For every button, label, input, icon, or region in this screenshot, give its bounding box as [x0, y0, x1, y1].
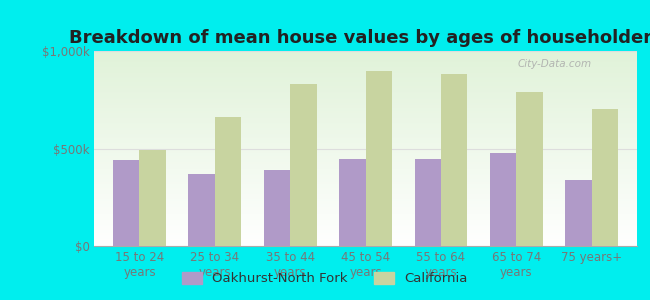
- Bar: [490, 153, 516, 246]
- Text: City-Data.com: City-Data.com: [517, 59, 592, 69]
- Bar: [339, 159, 365, 246]
- Bar: [188, 174, 215, 246]
- Bar: [140, 150, 166, 246]
- Bar: [415, 159, 441, 246]
- Bar: [365, 71, 392, 246]
- Bar: [291, 84, 317, 246]
- Bar: [516, 92, 543, 246]
- Bar: [441, 74, 467, 246]
- Bar: [215, 117, 241, 246]
- Bar: [592, 110, 618, 246]
- Bar: [566, 180, 592, 246]
- Legend: Oakhurst-North Fork, California: Oakhurst-North Fork, California: [177, 266, 473, 290]
- Bar: [264, 170, 291, 246]
- Title: Breakdown of mean house values by ages of householders: Breakdown of mean house values by ages o…: [69, 29, 650, 47]
- Bar: [113, 160, 140, 246]
